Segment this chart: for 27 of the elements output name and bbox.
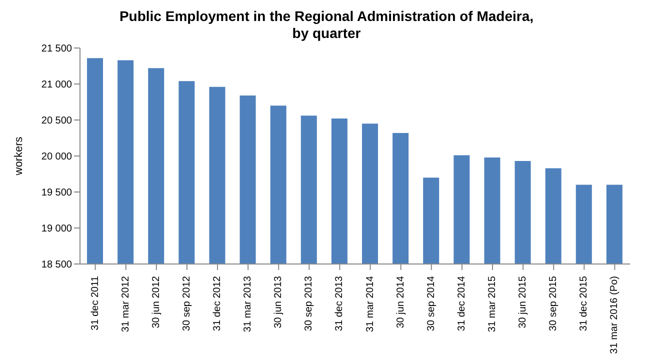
y-tick-label: 21 500	[41, 44, 72, 55]
y-tick-label: 20 000	[41, 152, 72, 163]
x-tick-label: 30 jun 2013	[273, 276, 284, 328]
x-tick-label: 31 dec 2014	[456, 276, 468, 332]
y-axis-title: workers	[12, 136, 25, 176]
chart-title: Public Employment in the Regional Administration of Madeira, by quarter	[118, 8, 535, 42]
x-tick-label: 31 dec 2015	[578, 276, 590, 332]
x-tick-label: 31 dec 2012	[212, 276, 223, 332]
x-tick-label: 31 mar 2012	[120, 276, 132, 332]
x-tick-label: 31 mar 2015	[487, 276, 498, 332]
x-tick-label: 30 sep 2015	[548, 276, 560, 332]
x-tick-label: 30 jun 2012	[150, 276, 162, 328]
x-tick-label: 31 dec 2011	[90, 276, 101, 330]
y-tick-label: 20 500	[41, 116, 72, 127]
x-tick-label: 31 mar 2014	[364, 276, 376, 332]
x-tick-label: 30 sep 2013	[304, 276, 315, 332]
x-tick-label: 31 dec 2013	[334, 276, 346, 332]
y-tick-label: 18 500	[41, 260, 72, 271]
y-tick-label: 21 000	[41, 80, 72, 91]
x-tick-label: 30 sep 2012	[181, 276, 192, 332]
x-tick-label: 31 mar 2016 (Po)	[609, 276, 620, 354]
y-tick-label: 19 500	[41, 188, 72, 199]
x-tick-label: 30 jun 2014	[395, 276, 406, 328]
x-tick-label: 30 jun 2015	[518, 276, 529, 328]
x-tick-label: 30 sep 2014	[426, 276, 437, 332]
x-tick-label: 31 mar 2013	[242, 276, 254, 332]
y-tick-label: 19 000	[41, 224, 72, 235]
